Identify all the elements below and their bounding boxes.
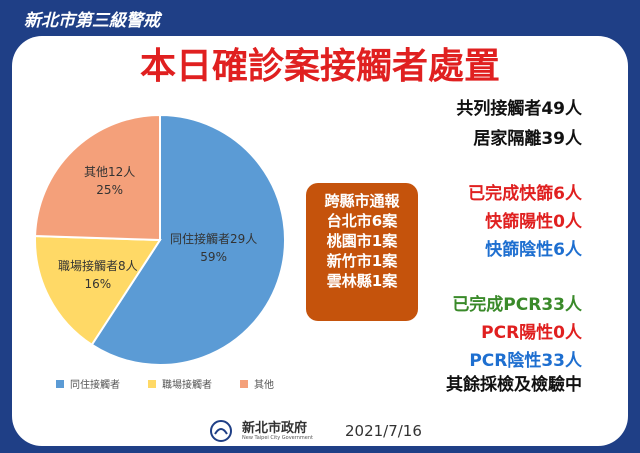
stat-rapid-test-done: 已完成快篩6人 — [468, 184, 582, 204]
legend-label-household: 同住接觸者 — [70, 380, 120, 391]
alert-level-header: 新北市第三級警戒 — [24, 11, 160, 31]
legend-label-other: 其他 — [254, 380, 274, 391]
footer: 新北市政府 New Taipei City Government 2021/7/… — [210, 420, 422, 442]
pie-label-other: 其他12人 25% — [84, 163, 135, 199]
report-date: 2021/7/16 — [344, 422, 422, 440]
stat-pcr-done: 已完成PCR33人 — [452, 295, 582, 315]
chart-legend: 同住接觸者 職場接觸者 其他 — [56, 376, 274, 391]
stat-pending: 其餘採檢及檢驗中 — [446, 375, 582, 395]
org-name-en: New Taipei City Government — [242, 434, 313, 441]
stat-rapid-positive: 快篩陽性0人 — [485, 212, 582, 232]
pie-label-workplace-pct: 16% — [84, 277, 112, 291]
stat-rapid-negative: 快篩陰性6人 — [485, 240, 582, 260]
pie-label-workplace-name: 職場接觸者8人 — [58, 259, 138, 273]
pie-slice-other — [34, 113, 161, 242]
legend-label-workplace: 職場接觸者 — [162, 380, 212, 391]
legend-swatch-other — [240, 379, 248, 388]
pie-label-household: 同住接觸者29人 59% — [170, 230, 257, 266]
cross-city-yunlin: 雲林縣1案 — [326, 272, 398, 290]
cross-city-taoyuan: 桃園市1案 — [326, 232, 398, 250]
org-logo-text: 新北市政府 New Taipei City Government — [242, 422, 313, 441]
page-title: 本日確診案接觸者處置 — [139, 46, 500, 87]
cross-city-report-box: 跨縣市通報 台北市6案 桃園市1案 新竹市1案 雲林縣1案 — [306, 183, 418, 321]
pie-slice-workplace — [34, 234, 162, 347]
legend-item-other: 其他 — [240, 376, 274, 391]
legend-swatch-household — [56, 379, 64, 388]
pie-label-other-pct: 25% — [96, 183, 123, 197]
pie-slice-household — [90, 113, 286, 366]
stat-total-contacts: 共列接觸者49人 — [456, 99, 582, 119]
org-name: 新北市政府 — [242, 420, 308, 436]
pie-label-household-name: 同住接觸者29人 — [170, 232, 258, 246]
stat-pcr-negative: PCR陰性33人 — [469, 351, 582, 371]
cross-city-hsinchu: 新竹市1案 — [326, 252, 398, 270]
legend-item-workplace: 職場接觸者 — [148, 376, 212, 391]
ntpc-logo-icon — [210, 420, 232, 442]
pie-label-household-pct: 59% — [200, 250, 227, 264]
legend-item-household: 同住接觸者 — [56, 376, 120, 391]
cross-city-taipei: 台北市6案 — [326, 212, 398, 230]
stat-pcr-positive: PCR陽性0人 — [481, 323, 582, 343]
pie-label-workplace: 職場接觸者8人 16% — [58, 257, 138, 293]
pie-label-other-name: 其他12人 — [84, 165, 136, 179]
legend-swatch-workplace — [148, 379, 156, 388]
stat-home-isolation: 居家隔離39人 — [473, 129, 582, 149]
cross-city-title: 跨縣市通報 — [324, 192, 400, 210]
